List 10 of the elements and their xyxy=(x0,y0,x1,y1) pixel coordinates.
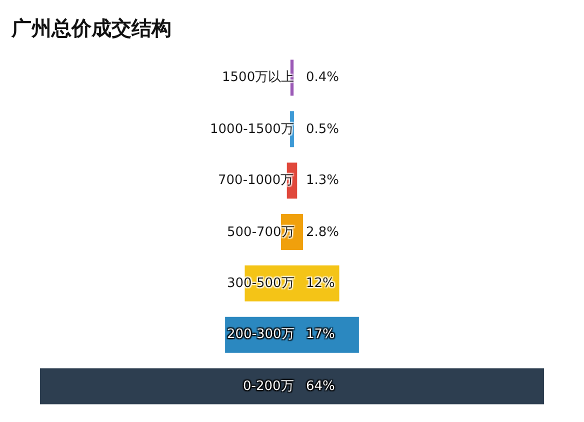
data-label: 12% xyxy=(306,276,335,291)
category-label: 0-200万 xyxy=(243,379,294,394)
data-label: 2.8% xyxy=(306,225,340,240)
data-label: 17% xyxy=(306,327,335,342)
text: 广州总价成交结构 xyxy=(10,16,172,40)
data-label: 64% xyxy=(306,379,335,394)
data-label: 0.5% xyxy=(306,122,340,137)
category-label: 200-300万 xyxy=(227,327,294,342)
data-label: 1.3% xyxy=(306,173,340,188)
data-label: 0.4% xyxy=(306,70,340,85)
